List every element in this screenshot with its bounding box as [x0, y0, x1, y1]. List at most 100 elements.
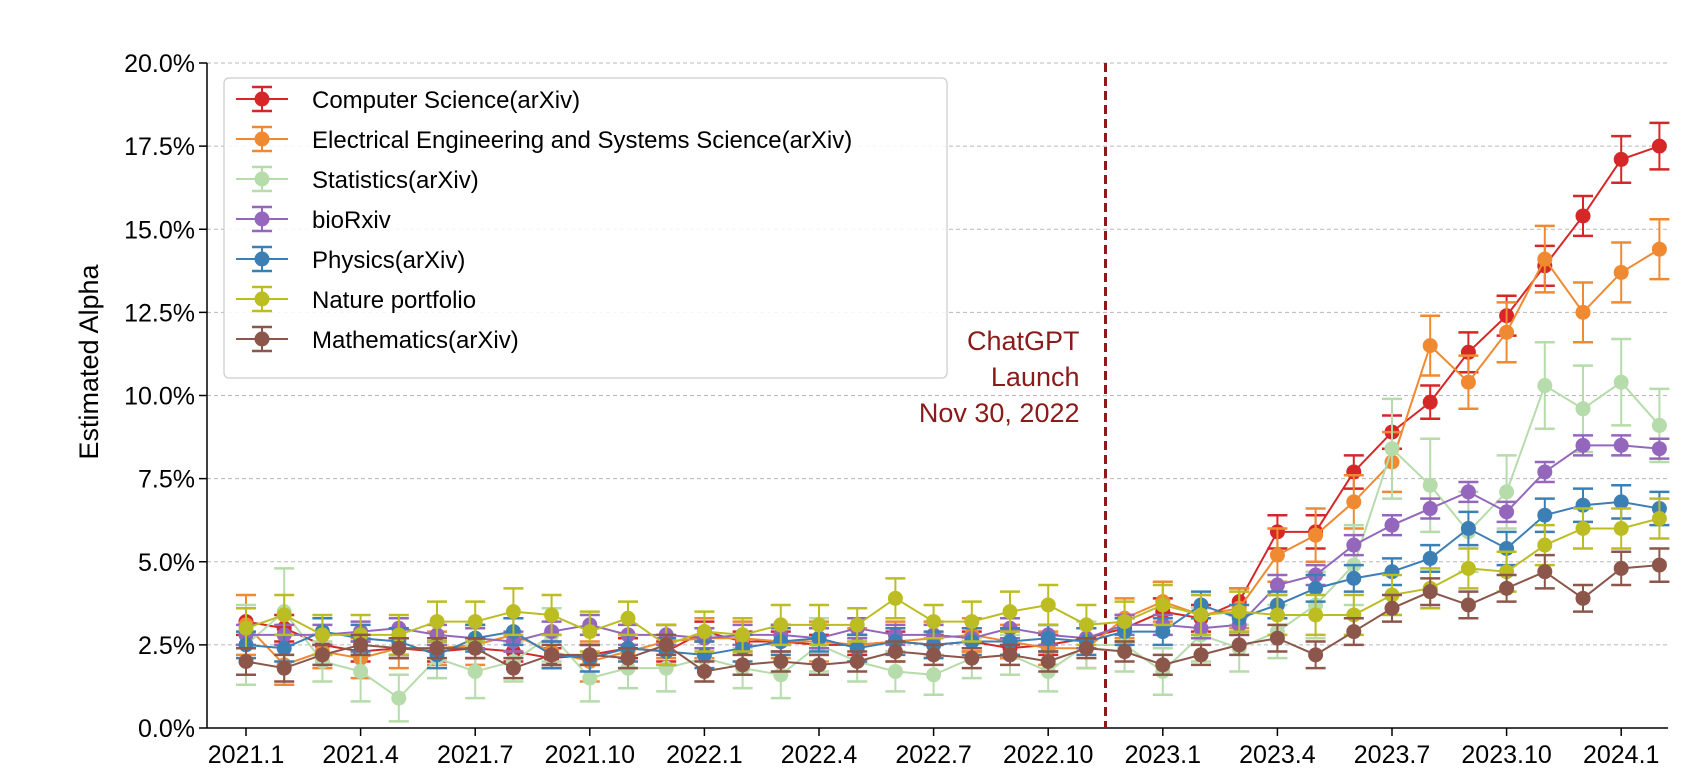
data-point: [1651, 557, 1667, 573]
data-point: [391, 640, 407, 656]
data-point: [276, 607, 292, 623]
data-point: [887, 663, 903, 679]
legend-label: bioRxiv: [312, 207, 391, 234]
data-point: [1613, 521, 1629, 536]
data-point: [735, 627, 751, 643]
y-axis-label: Estimated Alpha: [74, 263, 104, 459]
data-point: [1537, 378, 1553, 394]
y-tick-label: 0.0%: [138, 715, 195, 743]
legend-label: Physics(arXiv): [312, 247, 465, 274]
data-point: [887, 644, 903, 660]
data-point: [1269, 607, 1285, 623]
annotation-text-line: Nov 30, 2022: [919, 398, 1080, 428]
data-point: [1231, 604, 1247, 620]
legend-item: Electrical Engineering and Systems Scien…: [236, 125, 852, 154]
legend-marker: [254, 331, 270, 347]
data-point: [1460, 374, 1476, 390]
legend-marker: [254, 211, 270, 227]
data-point: [467, 614, 483, 630]
legend-marker: [254, 291, 270, 307]
data-point: [505, 604, 521, 620]
data-point: [1040, 630, 1056, 646]
data-point: [773, 617, 789, 633]
x-tick-label: 2021.4: [322, 741, 399, 769]
legend-box: [223, 77, 948, 379]
x-tick-label: 2021.10: [545, 741, 635, 769]
data-point: [1537, 507, 1553, 523]
data-point: [1613, 437, 1629, 453]
data-point: [926, 667, 942, 683]
data-point: [544, 647, 560, 663]
x-tick-label: 2022.4: [781, 741, 858, 769]
data-point: [1499, 484, 1515, 500]
legend-item: Mathematics(arXiv): [236, 325, 519, 354]
data-point: [735, 657, 751, 673]
legend: Computer Science(arXiv) Electrical Engine…: [223, 77, 948, 379]
data-point: [1613, 494, 1629, 510]
data-point: [1346, 537, 1362, 553]
data-point: [1308, 647, 1324, 663]
data-point: [926, 647, 942, 663]
legend-label: Computer Science(arXiv): [312, 87, 580, 114]
data-point: [1308, 580, 1324, 596]
data-point: [1002, 604, 1018, 620]
data-point: [467, 663, 483, 679]
legend-marker: [254, 171, 270, 187]
data-point: [1651, 511, 1667, 527]
data-point: [658, 637, 674, 653]
data-point: [1422, 501, 1438, 517]
data-point: [1040, 654, 1056, 669]
data-point: [1002, 647, 1018, 663]
data-point: [1460, 597, 1476, 613]
data-point: [1460, 484, 1476, 500]
data-point: [620, 610, 636, 626]
data-point: [505, 660, 521, 676]
data-point: [1499, 324, 1515, 340]
legend-label: Nature portfolio: [312, 287, 476, 314]
y-tick-label: 10.0%: [124, 383, 195, 411]
data-point: [1117, 614, 1133, 630]
y-tick-label: 5.0%: [138, 549, 195, 577]
x-tick-label: 2023.10: [1461, 741, 1551, 769]
data-point: [1613, 560, 1629, 576]
data-point: [887, 590, 903, 606]
axes: 0.0% 2.5% 5.0% 7.5% 10.0% 12.5% 15.0% 17.5% 20.0…: [124, 50, 1668, 769]
y-tick-label: 20.0%: [124, 50, 195, 78]
data-point: [849, 617, 865, 633]
data-point: [1155, 597, 1171, 613]
data-point: [1078, 640, 1094, 656]
data-point: [1269, 577, 1285, 593]
data-point: [1537, 464, 1553, 480]
data-point: [353, 663, 369, 679]
series-line: [245, 564, 1660, 673]
data-point: [1117, 644, 1133, 660]
data-point: [1575, 521, 1591, 536]
data-point: [1422, 477, 1438, 493]
annotation-text-line: ChatGPT: [967, 326, 1080, 356]
data-point: [276, 660, 292, 676]
legend-item: bioRxiv: [236, 205, 391, 234]
series: [236, 337, 1670, 723]
chatgpt-annotation: ChatGPT Launch Nov 30, 2022: [919, 63, 1107, 728]
y-tick-label: 12.5%: [124, 299, 195, 327]
data-point: [1422, 338, 1438, 354]
data-point: [429, 640, 445, 656]
data-point: [238, 654, 254, 669]
annotation-text-line: Launch: [991, 362, 1080, 392]
x-tick-label: 2021.1: [208, 741, 284, 769]
data-point: [1346, 570, 1362, 586]
legend-item: Physics(arXiv): [236, 245, 465, 274]
data-point: [1346, 624, 1362, 640]
data-point: [1040, 597, 1056, 613]
x-tick-label: 2023.4: [1239, 741, 1316, 769]
data-point: [964, 650, 980, 666]
data-point: [1575, 401, 1591, 417]
data-point: [1078, 617, 1094, 633]
data-point: [1422, 550, 1438, 566]
data-point: [1193, 607, 1209, 623]
data-point: [773, 654, 789, 669]
series-layer: [236, 121, 1670, 723]
data-point: [1193, 647, 1209, 663]
data-point: [276, 640, 292, 656]
